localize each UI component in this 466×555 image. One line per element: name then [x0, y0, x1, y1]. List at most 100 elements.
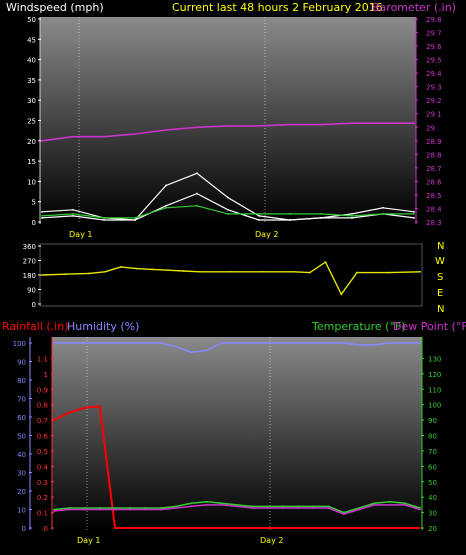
data-point [205, 527, 208, 529]
data-point [129, 527, 132, 529]
tick-label: 30 [27, 97, 36, 105]
data-point [266, 342, 269, 344]
tick-label: 10 [17, 507, 26, 515]
data-point [251, 507, 254, 509]
data-point [98, 508, 101, 511]
tick-label: 5 [32, 199, 36, 207]
data-point [83, 342, 86, 344]
windspeed-axis-title: Windspeed (mph) [6, 1, 104, 14]
data-point [83, 508, 86, 511]
tick-label: 70 [428, 448, 437, 456]
tick-label: 120 [428, 371, 441, 379]
tick-label: 45 [27, 36, 36, 44]
data-point [327, 505, 330, 508]
tick-label: 28.9 [426, 138, 442, 146]
data-point [165, 129, 167, 131]
data-point [358, 507, 360, 509]
tick-label: 1 [44, 371, 48, 379]
data-point [258, 212, 260, 215]
data-point [190, 527, 193, 529]
data-point [342, 342, 345, 344]
data-point [129, 342, 132, 344]
data-point [373, 503, 376, 506]
data-point [403, 527, 406, 529]
data-point [53, 510, 55, 512]
data-point [98, 507, 101, 509]
data-point [351, 215, 353, 217]
data-point [144, 508, 147, 511]
data-point [258, 215, 260, 217]
tick-label: 30 [17, 470, 26, 478]
data-point [320, 212, 322, 215]
data-point [227, 212, 229, 215]
data-point [373, 343, 376, 346]
data-point [312, 505, 315, 508]
data-point [83, 406, 86, 409]
data-point [41, 139, 43, 142]
tick-label: 0.8 [37, 402, 48, 410]
tick-label: 110 [428, 386, 441, 394]
tick-label: 80 [17, 377, 26, 385]
data-point [373, 502, 376, 505]
tick-label: 0 [22, 525, 26, 533]
tick-label: 90 [27, 287, 36, 295]
data-point [227, 125, 229, 127]
data-point [327, 342, 330, 344]
data-point [114, 342, 116, 344]
data-point [297, 527, 299, 529]
data-point [196, 204, 198, 207]
data-point [312, 527, 315, 529]
data-point [103, 217, 105, 219]
tick-label: 360 [23, 243, 36, 251]
tick-label: 35 [27, 77, 36, 85]
direction-y-ticks: 0 90 180 270 360 [23, 243, 41, 309]
tick-label: 90 [17, 359, 26, 367]
tick-label: 15 [27, 158, 36, 166]
data-point [220, 503, 223, 506]
data-point [236, 503, 238, 506]
data-point [388, 503, 391, 506]
data-point [324, 261, 327, 264]
data-point [261, 270, 264, 273]
tick-label: 40 [27, 57, 36, 65]
data-point [289, 123, 291, 126]
data-point [68, 507, 71, 509]
data-point [387, 271, 390, 274]
data-point [266, 505, 269, 508]
data-point [144, 507, 147, 509]
data-point [182, 270, 185, 272]
data-point [419, 342, 421, 344]
data-point [403, 502, 406, 505]
tick-label: 70 [17, 396, 26, 404]
data-point [103, 135, 105, 138]
tick-label: 20 [428, 525, 437, 533]
data-point [72, 215, 74, 217]
tick-label: 29.7 [426, 30, 442, 38]
data-point [251, 527, 254, 529]
data-point [205, 503, 208, 506]
data-point [351, 212, 353, 215]
temperature-y-ticks: 20 30 40 50 60 70 80 90 100 110 120 130 [421, 355, 441, 533]
data-point [196, 192, 198, 195]
data-point [159, 527, 162, 529]
data-point [134, 217, 136, 219]
compass-s: S [437, 272, 443, 283]
data-point [320, 217, 322, 219]
compass-w: W [435, 256, 445, 267]
data-point [190, 502, 193, 505]
tick-label: 80 [428, 433, 437, 441]
data-point [289, 212, 291, 215]
data-point [327, 507, 330, 509]
data-point [251, 505, 254, 508]
data-point [342, 513, 345, 516]
data-point [419, 527, 421, 529]
data-point [135, 267, 138, 270]
tick-label: 60 [17, 414, 26, 422]
data-point [159, 508, 162, 511]
tick-label: 20 [27, 138, 36, 146]
tick-label: 20 [17, 488, 26, 496]
rain-y-ticks: 0 0.1 0.2 0.3 0.4 0.5 0.6 0.7 0.8 0.9 1 1.1 [37, 355, 54, 533]
day1-label-lower: Day 1 [77, 536, 100, 545]
data-point [134, 219, 136, 221]
tick-label: 1.1 [37, 355, 48, 363]
